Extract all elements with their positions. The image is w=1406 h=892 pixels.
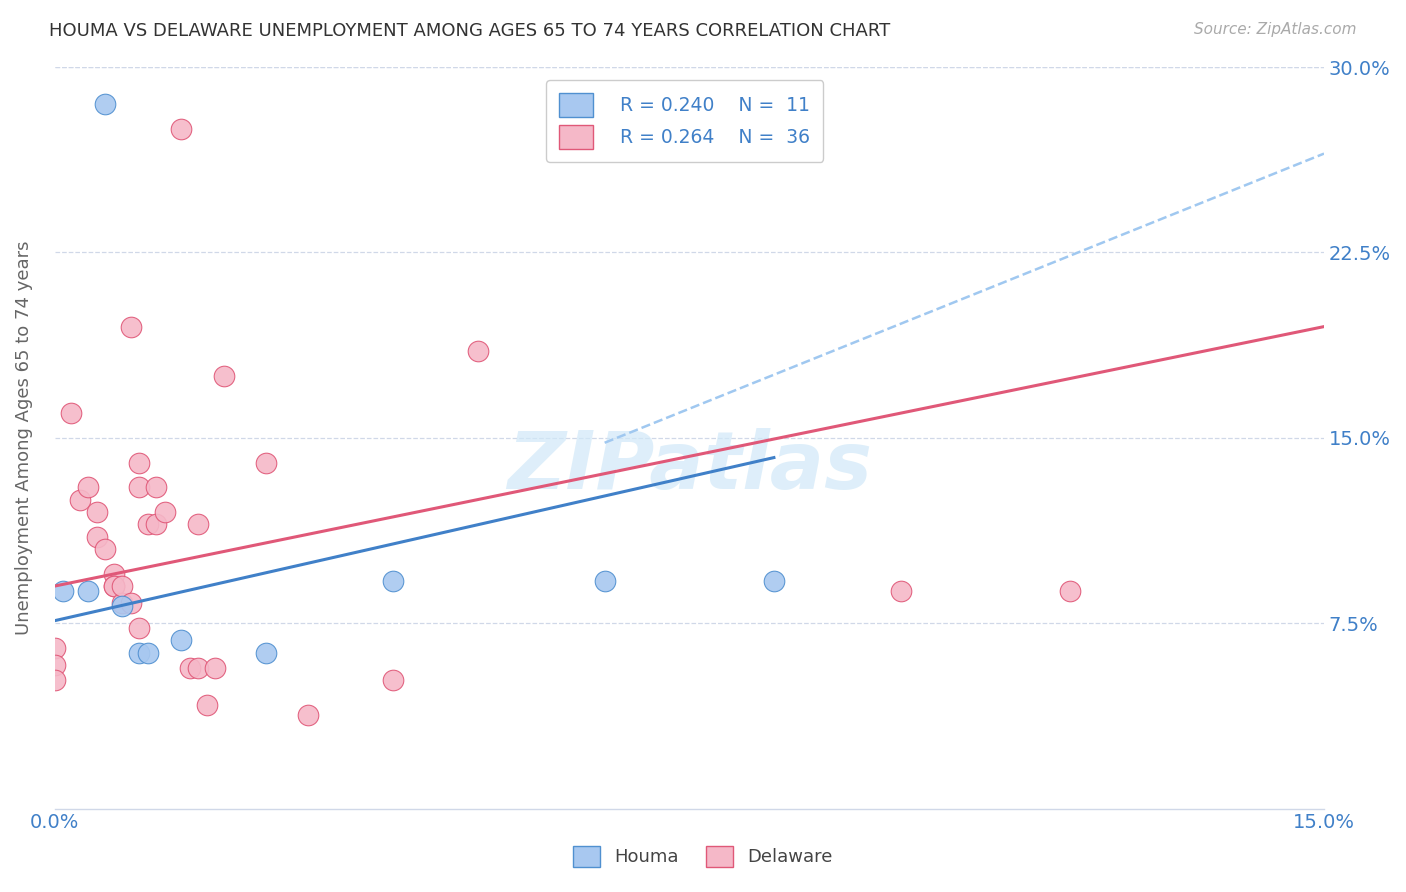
Point (77, 584, 100, 599)
Point (128, 480, 150, 494)
Point (593, 574, 616, 589)
Point (60, 406, 83, 420)
Legend:   R = 0.240    N =  11,   R = 0.264    N =  36: R = 0.240 N = 11, R = 0.264 N = 36 (547, 80, 824, 162)
Point (170, 633, 193, 648)
Point (212, 369, 235, 384)
Point (890, 584, 912, 599)
Point (170, 121, 193, 136)
Point (382, 673, 405, 687)
Point (187, 661, 209, 675)
Point (77, 480, 100, 494)
Point (86, 530, 108, 544)
Y-axis label: Unemployment Among Ages 65 to 74 years: Unemployment Among Ages 65 to 74 years (15, 241, 32, 635)
Point (128, 646, 150, 660)
Point (120, 596, 142, 610)
Point (467, 344, 489, 359)
Point (103, 579, 125, 593)
Point (187, 517, 209, 532)
Point (111, 596, 134, 610)
Point (195, 698, 218, 712)
Point (128, 621, 150, 635)
Point (103, 566, 125, 581)
Point (204, 661, 226, 675)
Point (44, 658, 66, 673)
Point (94, 542, 117, 557)
Point (111, 579, 134, 593)
Point (297, 707, 319, 722)
Point (103, 579, 125, 593)
Text: ZIPatlas: ZIPatlas (506, 428, 872, 507)
Point (179, 661, 201, 675)
Point (153, 505, 176, 519)
Point (111, 599, 134, 613)
Point (145, 517, 167, 532)
Point (136, 517, 159, 532)
Point (1059, 584, 1081, 599)
Point (94, 97, 117, 112)
Point (136, 646, 159, 660)
Point (762, 574, 785, 589)
Point (69, 492, 91, 507)
Point (52, 584, 75, 599)
Point (254, 646, 277, 660)
Text: Source: ZipAtlas.com: Source: ZipAtlas.com (1194, 22, 1357, 37)
Point (382, 574, 405, 589)
Point (44, 640, 66, 655)
Point (145, 480, 167, 494)
Point (254, 456, 277, 470)
Point (128, 456, 150, 470)
Text: HOUMA VS DELAWARE UNEMPLOYMENT AMONG AGES 65 TO 74 YEARS CORRELATION CHART: HOUMA VS DELAWARE UNEMPLOYMENT AMONG AGE… (49, 22, 890, 40)
Point (86, 505, 108, 519)
Point (120, 319, 142, 334)
Legend: Houma, Delaware: Houma, Delaware (565, 838, 841, 874)
Point (44, 673, 66, 687)
